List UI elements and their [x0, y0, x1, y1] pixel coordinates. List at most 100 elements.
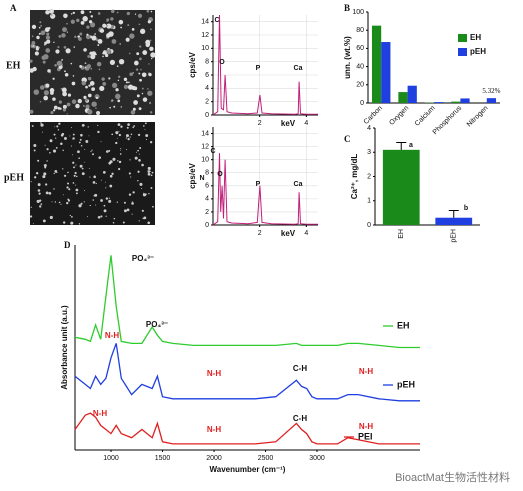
speck [136, 52, 140, 56]
speck [75, 103, 80, 109]
speck [123, 209, 127, 213]
legend-swatch [458, 48, 467, 56]
speck [62, 221, 66, 224]
annotation: Ca [294, 65, 303, 72]
speck [151, 171, 154, 174]
speck [96, 110, 101, 115]
speck [137, 133, 141, 136]
speck [91, 101, 97, 107]
speck [98, 156, 101, 159]
speck [109, 160, 113, 164]
speck [85, 104, 90, 109]
speck [95, 38, 99, 42]
speck [42, 60, 46, 64]
speck [29, 215, 33, 218]
speck [141, 163, 144, 167]
speck [49, 8, 55, 14]
speck [141, 72, 147, 78]
y-axis-label: cps/eV [188, 162, 197, 188]
speck [91, 87, 96, 92]
speck [70, 19, 75, 24]
speck [113, 217, 116, 220]
annotation: Ca [294, 181, 303, 188]
speck [54, 126, 56, 128]
speck [40, 24, 42, 27]
speck [76, 18, 80, 23]
speck [123, 84, 129, 89]
speck [105, 49, 107, 52]
speck [126, 148, 128, 150]
panel-label: A [10, 3, 17, 13]
speck [131, 213, 133, 215]
speck [132, 191, 135, 194]
speck [125, 137, 128, 139]
y-axis-label: Ca²⁺, mg/dL [350, 154, 359, 200]
speck [84, 66, 87, 69]
speck [129, 33, 135, 39]
annotation: N [199, 175, 204, 182]
speck [46, 32, 50, 36]
series-line [212, 14, 318, 116]
speck [64, 73, 69, 77]
speck [111, 9, 115, 13]
speck [80, 144, 83, 147]
speck [53, 105, 58, 110]
speck [78, 36, 82, 41]
speck [90, 67, 93, 70]
speck [70, 221, 74, 225]
speck [112, 157, 116, 161]
speck [134, 13, 137, 15]
speck [139, 28, 146, 34]
speck [131, 28, 135, 31]
y-axis-label: cps/eV [188, 51, 197, 77]
speck [120, 148, 122, 150]
speck [70, 145, 72, 147]
speck [62, 168, 64, 170]
speck [38, 192, 41, 195]
speck [138, 220, 140, 222]
speck [147, 88, 149, 90]
speck [80, 202, 83, 205]
speck [90, 150, 92, 153]
speck [61, 33, 66, 38]
speck [89, 51, 93, 55]
annotation: O [217, 171, 223, 178]
speck [71, 216, 73, 218]
speck [136, 94, 140, 98]
bar [435, 217, 473, 225]
speck [53, 41, 55, 43]
legend-swatch [458, 34, 467, 42]
speck [129, 72, 133, 77]
speck [50, 14, 53, 16]
speck [66, 102, 71, 107]
speck [74, 171, 77, 175]
speck [115, 93, 121, 100]
speck [120, 125, 123, 128]
speck [50, 13, 56, 19]
speck [57, 106, 61, 110]
speck [100, 141, 102, 143]
annotation: b [464, 205, 468, 212]
speck [91, 149, 93, 151]
speck [150, 186, 153, 189]
speck [30, 181, 32, 183]
speck [77, 150, 80, 154]
annotation: PO₄³⁻ [132, 254, 154, 263]
speck [43, 95, 49, 101]
speck [87, 126, 89, 128]
speck [81, 80, 87, 86]
speck [62, 149, 64, 152]
speck [42, 131, 44, 133]
speck [144, 128, 146, 130]
speck [127, 84, 134, 90]
speck [131, 201, 133, 203]
speck [75, 188, 79, 192]
speck [122, 221, 125, 224]
speck [145, 42, 150, 48]
speck [31, 35, 34, 38]
bar [398, 92, 408, 103]
speck [74, 35, 77, 38]
speck [32, 45, 35, 47]
speck [30, 43, 35, 49]
speck [86, 25, 90, 29]
